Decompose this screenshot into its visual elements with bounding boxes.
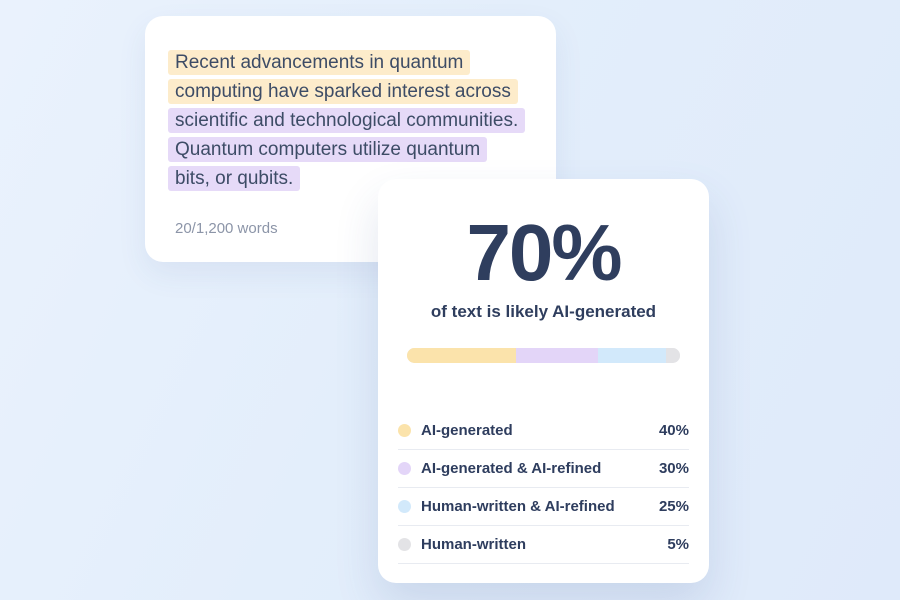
word-count: 20/1,200 words [175,220,278,237]
ai-score-percentage: 70% [466,208,622,297]
highlighted-text[interactable]: computing have sparked interest across [168,79,518,104]
highlighted-text[interactable]: Recent advancements in quantum [168,50,471,75]
editor-text-line: Recent advancements in quantum [168,48,526,77]
legend-value: 30% [658,460,689,477]
bar-segment-human-written [666,348,680,363]
highlighted-text[interactable]: bits, or qubits. [168,166,301,191]
legend-row-human-written[interactable]: Human-written 5% [398,526,689,564]
score-distribution-bar [407,348,680,363]
editor-card: Recent advancements in quantum computing… [145,16,556,262]
legend-row-ai-generated[interactable]: AI-generated 40% [398,412,689,450]
legend-dot-icon [398,424,411,437]
highlighted-text[interactable]: Quantum computers utilize quantum [168,137,488,162]
legend-label: Human-written & AI-refined [421,498,615,515]
legend-dot-icon [398,538,411,551]
legend-label: Human-written [421,536,526,553]
ai-detection-result-card: 70% of text is likely AI-generated AI-ge… [378,179,709,583]
legend-row-ai-generated-ai-refined[interactable]: AI-generated & AI-refined 30% [398,450,689,488]
bar-segment-ai-generated-ai-refined [516,348,599,363]
legend-value: 40% [658,422,689,439]
legend-value: 5% [667,536,689,553]
legend: AI-generated 40% AI-generated & AI-refin… [398,412,689,564]
legend-dot-icon [398,462,411,475]
editor-text-line: computing have sparked interest across [168,77,526,106]
editor-text-line: scientific and technological communities… [168,106,526,135]
legend-value: 25% [658,498,689,515]
highlighted-text[interactable]: scientific and technological communities… [168,108,526,133]
editor-text-line: bits, or qubits. [168,164,526,193]
legend-label: AI-generated [421,422,513,439]
ai-score-subtitle: of text is likely AI-generated [430,302,657,321]
legend-label: AI-generated & AI-refined [421,460,602,477]
legend-row-human-written-ai-refined[interactable]: Human-written & AI-refined 25% [398,488,689,526]
bar-segment-ai-generated [407,348,517,363]
bar-segment-human-written-ai-refined [598,348,667,363]
editor-text-line: Quantum computers utilize quantum [168,135,526,164]
legend-dot-icon [398,500,411,513]
